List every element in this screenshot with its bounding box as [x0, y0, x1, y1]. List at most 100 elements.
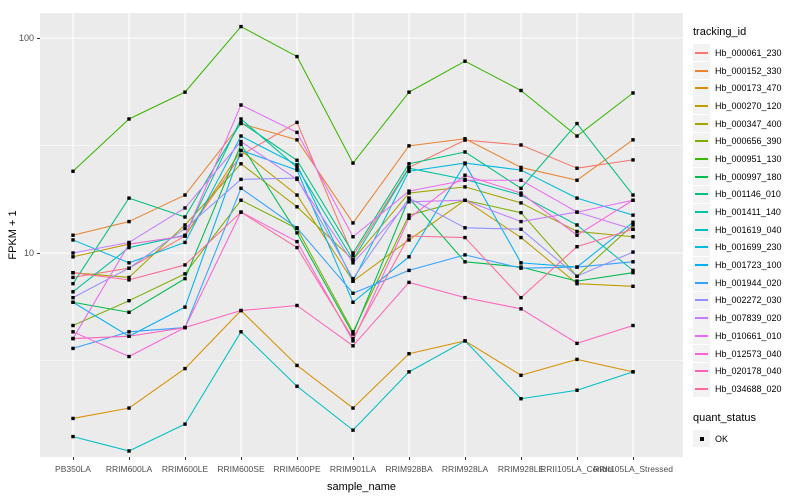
- data-point: [519, 143, 523, 147]
- x-tick-mark: [632, 457, 634, 460]
- data-point: [127, 278, 131, 282]
- legend-color-swatch: [695, 193, 708, 196]
- legend-item-label: Hb_000951_130: [715, 153, 782, 164]
- data-point: [407, 370, 411, 374]
- data-point: [127, 449, 131, 453]
- data-point: [239, 139, 243, 144]
- data-point: [295, 138, 299, 142]
- data-point: [407, 189, 411, 193]
- data-point: [631, 227, 635, 231]
- data-point: [631, 260, 635, 264]
- data-point: [295, 158, 299, 162]
- legend-item: Hb_034688_020: [693, 380, 799, 398]
- data-point: [519, 227, 523, 231]
- data-point: [519, 266, 523, 270]
- data-point: [71, 251, 75, 255]
- data-point: [127, 275, 131, 280]
- legend-item: Hb_000997_180: [693, 168, 799, 186]
- data-point: [127, 406, 131, 410]
- x-tick-label: RRII105LA_Stressed: [593, 464, 673, 474]
- x-tick-mark: [464, 457, 466, 460]
- data-point: [295, 168, 299, 172]
- data-point: [183, 305, 187, 309]
- y-tick-mark: [37, 252, 40, 254]
- data-point: [127, 219, 131, 224]
- legend-color-swatch: [695, 87, 708, 90]
- data-point: [239, 134, 243, 138]
- data-point: [519, 307, 523, 311]
- data-point: [575, 244, 579, 249]
- data-point: [407, 255, 411, 259]
- data-point: [519, 191, 523, 195]
- x-tick-label: RRIM928LA: [441, 464, 489, 474]
- legend-key-line-icon: [693, 380, 710, 398]
- data-point: [239, 198, 243, 202]
- legend-key-line-icon: [693, 44, 710, 62]
- y-tick-mark: [37, 37, 40, 39]
- data-point: [295, 193, 299, 197]
- legend-color-swatch: [695, 281, 708, 284]
- legend-item-label: Hb_001146_010: [715, 189, 781, 200]
- data-point: [239, 177, 243, 182]
- legend-item: Hb_010661_010: [693, 327, 799, 345]
- data-point: [71, 238, 75, 242]
- legend-item: Hb_001146_010: [693, 185, 799, 204]
- data-point: [183, 325, 187, 330]
- data-point: [463, 226, 467, 230]
- data-point: [519, 210, 523, 215]
- legend-key-line-icon: [693, 274, 710, 292]
- data-point: [575, 341, 579, 346]
- data-point: [631, 323, 635, 328]
- legend-item: Hb_001944_020: [693, 274, 799, 292]
- data-point: [575, 178, 579, 182]
- legend-item: Hb_012573_040: [693, 345, 799, 363]
- data-point: [575, 279, 579, 283]
- data-point: [575, 281, 579, 286]
- data-point: [295, 384, 299, 388]
- data-point: [71, 434, 75, 439]
- legend-item: Hb_000270_120: [693, 97, 799, 115]
- legend-color-swatch: [695, 51, 708, 54]
- data-point: [183, 276, 187, 281]
- data-point: [463, 235, 467, 240]
- legend-color-items: Hb_000061_230 Hb_000152_330 Hb_000173_470 H…: [693, 44, 799, 398]
- data-point: [239, 153, 243, 157]
- plot-panel: [40, 13, 683, 457]
- x-tick-label: RRIM600LA: [105, 464, 153, 474]
- legend-item: Hb_000951_130: [693, 150, 799, 168]
- data-point: [351, 344, 355, 348]
- data-point: [407, 213, 411, 217]
- data-point: [463, 185, 467, 189]
- data-point: [575, 388, 579, 392]
- data-point: [127, 330, 131, 334]
- legend-item-label: Hb_000173_470: [715, 83, 782, 94]
- x-axis-title: sample_name: [326, 481, 397, 493]
- data-point: [239, 162, 243, 166]
- data-point: [575, 274, 579, 278]
- data-point: [295, 239, 299, 244]
- data-point: [575, 357, 579, 362]
- data-point: [407, 90, 411, 94]
- data-point: [631, 223, 635, 227]
- data-point: [239, 210, 243, 214]
- data-point: [631, 284, 635, 288]
- data-point: [575, 210, 579, 214]
- data-point: [183, 272, 187, 276]
- data-point: [239, 142, 243, 147]
- data-point: [183, 263, 187, 267]
- data-point: [631, 268, 635, 273]
- legend-item: Hb_000173_470: [693, 79, 799, 97]
- data-point: [183, 226, 187, 231]
- legend-key-line-icon: [693, 150, 710, 168]
- data-point: [463, 253, 467, 257]
- legend-item-label: Hb_001619_040: [715, 224, 782, 235]
- data-point: [407, 162, 411, 166]
- legend-color-swatch: [695, 122, 708, 125]
- data-point: [295, 54, 299, 59]
- legend-item-label: Hb_007839_020: [715, 313, 782, 324]
- data-point: [351, 428, 355, 432]
- data-point: [575, 196, 579, 200]
- legend-item-label: Hb_000061_230: [715, 47, 782, 58]
- data-point: [71, 330, 75, 334]
- data-point: [183, 215, 187, 219]
